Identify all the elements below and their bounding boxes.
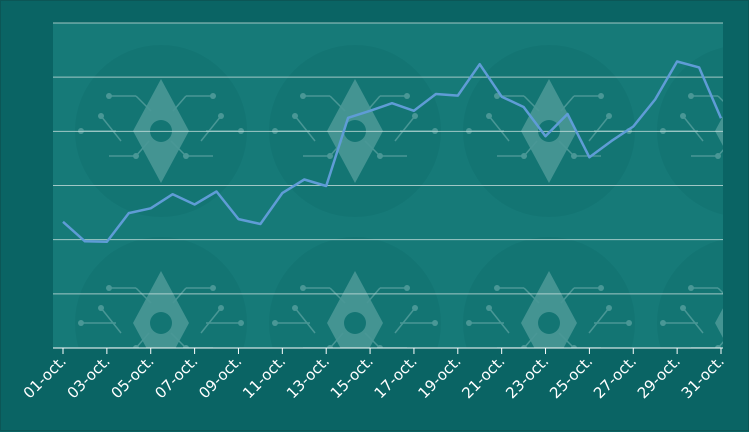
x-tick-label: 21-oct. bbox=[458, 352, 508, 402]
x-tick-label: 23-oct. bbox=[502, 352, 552, 402]
watermark-logo-4 bbox=[75, 237, 247, 348]
watermark-logo-5 bbox=[269, 237, 441, 348]
gridlines bbox=[53, 22, 723, 295]
series-line bbox=[62, 60, 723, 244]
x-tick-label: 09-oct. bbox=[195, 352, 245, 402]
x-tick-label: 27-oct. bbox=[590, 352, 640, 402]
x-tick-label: 25-oct. bbox=[546, 352, 596, 402]
x-tick-label: 11-oct. bbox=[239, 352, 289, 402]
watermark-logo-6 bbox=[463, 237, 635, 348]
x-tick-label: 01-oct. bbox=[20, 352, 70, 402]
x-axis bbox=[53, 347, 723, 354]
x-tick-labels: 01-oct.03-oct.05-oct.07-oct.09-oct.11-oc… bbox=[20, 352, 728, 402]
x-tick-label: 07-oct. bbox=[151, 352, 201, 402]
x-tick-label: 29-oct. bbox=[634, 352, 684, 402]
x-tick-label: 31-oct. bbox=[678, 352, 728, 402]
x-tick-label: 17-oct. bbox=[371, 352, 421, 402]
x-tick-label: 03-oct. bbox=[64, 352, 114, 402]
x-tick-label: 05-oct. bbox=[107, 352, 157, 402]
x-tick-label: 19-oct. bbox=[415, 352, 465, 402]
x-tick-label: 15-oct. bbox=[327, 352, 377, 402]
x-tick-label: 13-oct. bbox=[283, 352, 333, 402]
